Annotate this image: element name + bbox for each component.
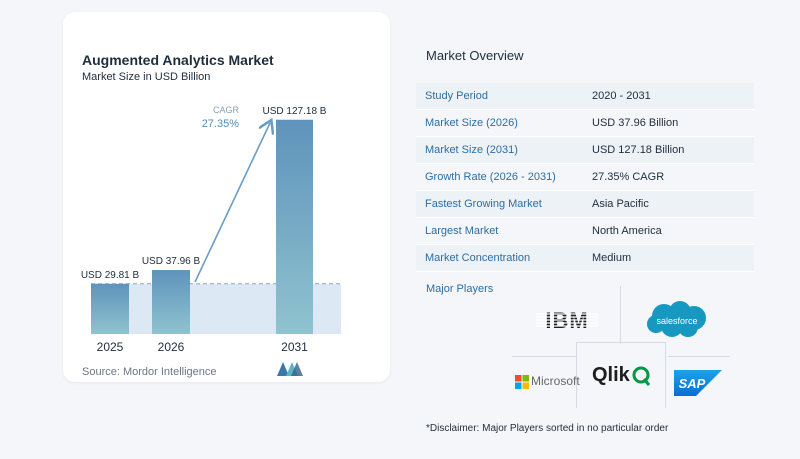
- table-row: Market Size (2031) USD 127.18 Billion: [416, 136, 754, 164]
- row-label: Fastest Growing Market: [416, 190, 583, 218]
- microsoft-logo-text: Microsoft: [531, 374, 580, 388]
- row-label: Market Concentration: [416, 244, 583, 272]
- row-label: Largest Market: [416, 217, 583, 245]
- chart-title: Augmented Analytics Market: [82, 52, 274, 68]
- data-label: USD 127.18 B: [263, 106, 327, 117]
- mordor-logo-icon: [277, 362, 303, 376]
- sap-logo-shape: SAP: [674, 370, 722, 396]
- major-players-title: Major Players: [426, 283, 494, 295]
- bar-2025: [91, 283, 129, 334]
- ibm-logo: IBM: [536, 308, 598, 332]
- row-value: USD 37.96 Billion: [583, 109, 754, 137]
- bar-2031: [276, 119, 313, 335]
- qlik-q-icon: [632, 366, 651, 386]
- grid-divider: [665, 342, 666, 408]
- svg-text:salesforce: salesforce: [656, 316, 697, 326]
- x-tick-label: 2026: [158, 340, 185, 354]
- row-value: 27.35% CAGR: [583, 163, 754, 191]
- grid-divider: [576, 342, 577, 408]
- row-label: Market Size (2026): [416, 109, 583, 137]
- cagr-arrow: [194, 123, 270, 283]
- data-label: USD 29.81 B: [81, 270, 140, 281]
- row-value: USD 127.18 Billion: [583, 136, 754, 164]
- row-label: Market Size (2031): [416, 136, 583, 164]
- cagr-value: 27.35%: [202, 118, 240, 130]
- table-row: Largest Market North America: [416, 217, 754, 245]
- overview-title: Market Overview: [426, 48, 524, 63]
- salesforce-logo: salesforce: [644, 300, 710, 340]
- x-tick-label: 2025: [97, 340, 124, 354]
- qlik-logo-text: Qlik: [592, 364, 630, 386]
- grid-divider: [512, 356, 576, 357]
- svg-text:SAP: SAP: [679, 376, 706, 391]
- salesforce-cloud-icon: salesforce: [647, 301, 706, 337]
- table-row: Fastest Growing Market Asia Pacific: [416, 190, 754, 218]
- row-label: Study Period: [416, 83, 583, 110]
- row-value: Asia Pacific: [583, 190, 754, 218]
- x-tick-label: 2031: [281, 340, 308, 354]
- cagr-label: CAGR: [213, 105, 240, 115]
- overview-table: Study Period 2020 - 2031 Market Size (202…: [416, 83, 754, 272]
- bar-chart: USD 29.81 B 2025 USD 37.96 B 2026 USD 127.18…: [81, 105, 341, 354]
- sap-logo: SAP: [674, 370, 722, 396]
- disclaimer-note: *Disclaimer: Major Players sorted in no …: [426, 423, 669, 434]
- chart-subtitle: Market Size in USD Billion: [82, 71, 211, 83]
- microsoft-logo: Microsoft: [515, 372, 580, 392]
- row-label: Growth Rate (2026 - 2031): [416, 163, 583, 191]
- grid-divider: [620, 286, 621, 344]
- row-value: North America: [583, 217, 754, 245]
- grid-divider: [576, 342, 666, 343]
- microsoft-squares-icon: [515, 375, 529, 389]
- grid-divider: [668, 356, 730, 357]
- row-value: 2020 - 2031: [583, 83, 754, 110]
- qlik-logo: Qlik: [592, 364, 652, 392]
- table-row: Study Period 2020 - 2031: [416, 83, 754, 110]
- table-row: Market Concentration Medium: [416, 244, 754, 272]
- table-row: Growth Rate (2026 - 2031) 27.35% CAGR: [416, 163, 754, 191]
- bar-2026: [152, 270, 190, 334]
- data-label: USD 37.96 B: [142, 256, 201, 267]
- table-row: Market Size (2026) USD 37.96 Billion: [416, 109, 754, 137]
- row-value: Medium: [583, 244, 754, 272]
- source-note: Source: Mordor Intelligence: [82, 366, 217, 378]
